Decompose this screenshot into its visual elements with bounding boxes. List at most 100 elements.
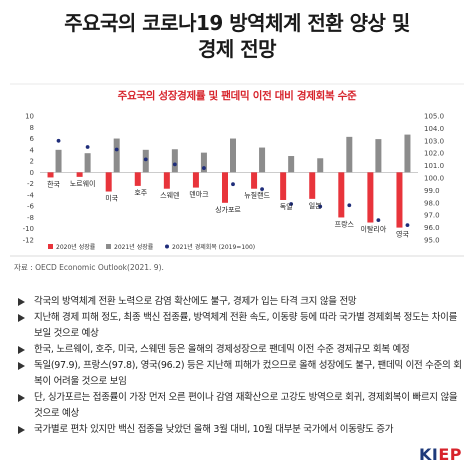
y-right-tick-label: 102.0 — [424, 150, 444, 158]
bar-2021-growth — [171, 149, 178, 173]
triangle-bullet-icon — [18, 362, 25, 370]
triangle-bullet-icon — [18, 426, 25, 434]
y-right-tick-label: 103.0 — [424, 137, 444, 145]
bar-2020-growth — [367, 172, 374, 223]
bullet-text: 독일(97.9), 프랑스(97.8), 영국(96.2) 등은 지난해 피해가… — [34, 360, 462, 387]
triangle-bullet-icon — [18, 314, 25, 322]
category-label: 뉴질랜드 — [244, 191, 270, 200]
category-label: 일본 — [309, 201, 322, 210]
bar-2020-growth — [338, 172, 345, 218]
bar-2020-growth — [192, 172, 199, 188]
category-label: 호주 — [134, 189, 147, 197]
bar-2021-growth — [317, 158, 324, 173]
y-left-tick-label: 6 — [30, 135, 35, 143]
y-left-tick-label: 10 — [25, 113, 34, 121]
y-right-tick-label: 95.0 — [424, 237, 440, 245]
bar-2020-growth — [309, 172, 316, 199]
y-left-tick-label: 8 — [30, 124, 34, 132]
legend-label-2020: 2020년 성장률 — [56, 243, 96, 251]
category-label: 노르웨이 — [70, 179, 96, 188]
y-right-tick-label: 96.0 — [424, 224, 440, 232]
recovery-point — [85, 145, 90, 149]
bar-2021-growth — [200, 152, 207, 173]
legend-swatch-2021 — [106, 244, 111, 249]
bullet-item: 국가별로 편차 있지만 백신 접종을 낮았던 올해 3월 대비, 10월 대부분… — [18, 422, 464, 438]
category-label: 프랑스 — [335, 220, 355, 228]
recovery-point — [318, 204, 323, 209]
bar-2020-growth — [280, 172, 287, 200]
bar-2021-growth — [259, 147, 266, 173]
y-left-tick-label: -10 — [23, 225, 34, 233]
bar-2020-growth — [134, 172, 141, 186]
category-label: 덴마크 — [189, 190, 209, 199]
growth-recovery-chart: 10 8 6 4 2 0 -2 -4 -6 -8 -10 -12 105.0 104.0 103.0 102.… — [10, 83, 464, 257]
recovery-point — [202, 166, 206, 170]
y-right-tick-label: 104.0 — [424, 125, 444, 133]
category-label: 싱가포르 — [215, 205, 241, 214]
bullet-text: 각국의 방역체계 전환 노력으로 감염 확산에도 불구, 경제가 입는 타격 크… — [34, 296, 357, 307]
y-left-tick-label: -2 — [27, 180, 34, 188]
bar-2021-growth — [230, 138, 236, 173]
bar-2020-growth — [105, 172, 112, 192]
category-label: 미국 — [105, 194, 118, 203]
bullet-text: 국가별로 편차 있지만 백신 접종을 낮았던 올해 3월 대비, 10월 대부분… — [34, 424, 394, 435]
y-left-tick-label: 0 — [30, 169, 34, 177]
bullet-item: 단, 싱가포르는 접종률이 가장 먼저 오른 편이나 감염 재확산으로 고강도 … — [18, 390, 464, 422]
page-title-line-2: 경제 전망 — [197, 37, 277, 61]
recovery-point — [347, 203, 352, 208]
recovery-point — [143, 157, 148, 162]
bar-2020-growth — [76, 172, 83, 177]
bar-2021-growth — [375, 139, 382, 173]
bar-2020-growth — [47, 172, 54, 178]
source-note: 자료 : OECD Economic Outlook(2021. 9). — [14, 263, 164, 272]
triangle-bullet-icon — [18, 298, 25, 306]
triangle-bullet-icon — [18, 346, 25, 354]
recovery-point — [56, 138, 61, 143]
y-left-tick-label: -6 — [27, 203, 35, 211]
y-right-tick-label: 97.0 — [424, 212, 440, 220]
page-title-line-1: 주요국의 코로나19 방역체계 전환 양상 및 — [64, 11, 410, 35]
legend-marker-recovery — [165, 244, 169, 249]
recovery-point — [405, 223, 410, 228]
legend-label-2021: 2021년 성장률 — [114, 243, 154, 251]
bar-2021-growth — [404, 134, 411, 173]
bar-2021-growth — [346, 136, 353, 173]
logo-part-2: EP — [438, 445, 462, 464]
chart-title: 주요국의 성장경제률 및 팬데믹 이전 대비 경제회복 수준 — [117, 90, 357, 102]
bullet-text: 한국, 노르웨이, 호주, 미국, 스웨덴 등은 올해의 경제성장으로 팬데믹 … — [34, 344, 410, 355]
bullet-item: 각국의 방역체계 전환 노력으로 감염 확산에도 불구, 경제가 입는 타격 크… — [18, 294, 464, 310]
recovery-point — [114, 147, 119, 152]
y-right-tick-label: 105.0 — [424, 113, 444, 121]
bullet-item: 지난해 경제 피해 정도, 최종 백신 접종률, 방역체계 전환 속도, 이동량… — [18, 310, 464, 342]
bullet-list: 각국의 방역체계 전환 노력으로 감염 확산에도 불구, 경제가 입는 타격 크… — [18, 294, 464, 438]
category-label: 한국 — [47, 180, 60, 188]
bullet-item: 한국, 노르웨이, 호주, 미국, 스웨덴 등은 올해의 경제성장으로 팬데믹 … — [18, 342, 464, 358]
legend-label-recovery: 2021년 경제회복 (2019=100) — [172, 243, 255, 251]
y-left-tick-label: -12 — [23, 237, 34, 245]
logo-part-1: KI — [418, 445, 439, 464]
recovery-point — [172, 162, 177, 167]
bullet-text: 지난해 경제 피해 정도, 최종 백신 접종률, 방역체계 전환 속도, 이동량… — [34, 312, 458, 339]
bar-2021-growth — [55, 149, 62, 173]
recovery-point — [231, 182, 235, 187]
bar-2020-growth — [222, 172, 228, 203]
recovery-point — [376, 218, 381, 223]
category-label: 영국 — [396, 230, 409, 239]
y-left-tick-label: -8 — [27, 214, 34, 222]
legend-swatch-2020 — [48, 244, 53, 249]
category-label: 독일 — [280, 202, 293, 211]
y-right-tick-label: 101.0 — [424, 162, 444, 170]
triangle-bullet-icon — [18, 394, 25, 402]
category-label: 스웨덴 — [160, 191, 179, 200]
bar-2020-growth — [163, 172, 170, 189]
bar-2020-growth — [396, 172, 403, 228]
kiep-logo: KIEP — [419, 445, 462, 464]
y-right-tick-label: 98.0 — [424, 199, 440, 207]
bullet-item: 독일(97.9), 프랑스(97.8), 영국(96.2) 등은 지난해 피해가… — [18, 358, 464, 390]
recovery-point — [289, 202, 294, 206]
y-right-tick-label: 99.0 — [424, 187, 440, 195]
recovery-point — [260, 187, 264, 192]
bar-2021-growth — [113, 138, 120, 173]
bar-2020-growth — [251, 172, 258, 189]
category-label: 이탈리아 — [361, 225, 387, 234]
